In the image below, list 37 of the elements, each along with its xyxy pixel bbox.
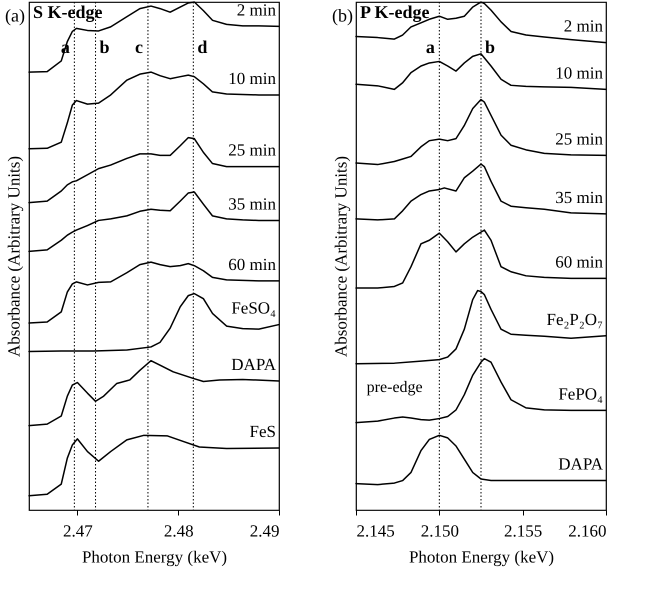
x-tick-label: 2.160 <box>568 522 606 540</box>
series-label: 25 min <box>228 140 276 160</box>
series-label: 2 min <box>564 16 604 36</box>
x-tick-label: 2.48 <box>164 522 194 540</box>
series-label: 10 min <box>555 63 604 82</box>
x-tick-label: 2.47 <box>63 522 94 540</box>
chart-title: (b) <box>332 5 353 26</box>
series-label: 2 min <box>236 0 276 20</box>
ref-line-label: b <box>484 37 496 57</box>
series-label: 60 min <box>228 254 276 274</box>
ref-line-label: b <box>100 37 110 57</box>
x-tick-label: 2.150 <box>420 522 459 540</box>
series-label: FeSO₄ <box>231 298 276 318</box>
ref-line-label: a <box>426 37 435 57</box>
annotation: S K-edge <box>33 2 103 22</box>
series-label: 35 min <box>555 188 604 207</box>
annotation: P K-edge <box>360 2 430 22</box>
x-tick-label: 2.49 <box>250 522 280 540</box>
x-axis-title: Photon Energy (keV) <box>408 548 554 566</box>
y-axis-title: Absorbance (Arbitrary Units) <box>4 156 24 358</box>
ref-line-label: c <box>134 37 143 57</box>
series-label: DAPA <box>558 454 604 474</box>
series-label: 10 min <box>228 68 276 88</box>
series-label: 25 min <box>555 129 604 148</box>
series-label: 60 min <box>555 252 604 272</box>
y-axis-title: Absorbance (Arbitrary Units) <box>332 156 350 358</box>
x-axis-title: Photon Energy (keV) <box>82 548 228 566</box>
series-label: DAPA <box>231 354 277 374</box>
ref-line-label: d <box>197 37 208 57</box>
series-label: FePO₄ <box>558 384 604 404</box>
annotation: pre-edge <box>366 379 423 396</box>
chart-title: (a) <box>5 5 25 26</box>
x-tick-label: 2.145 <box>356 522 395 540</box>
series-label: FeS <box>250 422 276 442</box>
x-tick-label: 2.155 <box>504 522 542 540</box>
series-label: Fe₂P₂O₇ <box>546 310 604 329</box>
series-label: 35 min <box>228 194 276 214</box>
